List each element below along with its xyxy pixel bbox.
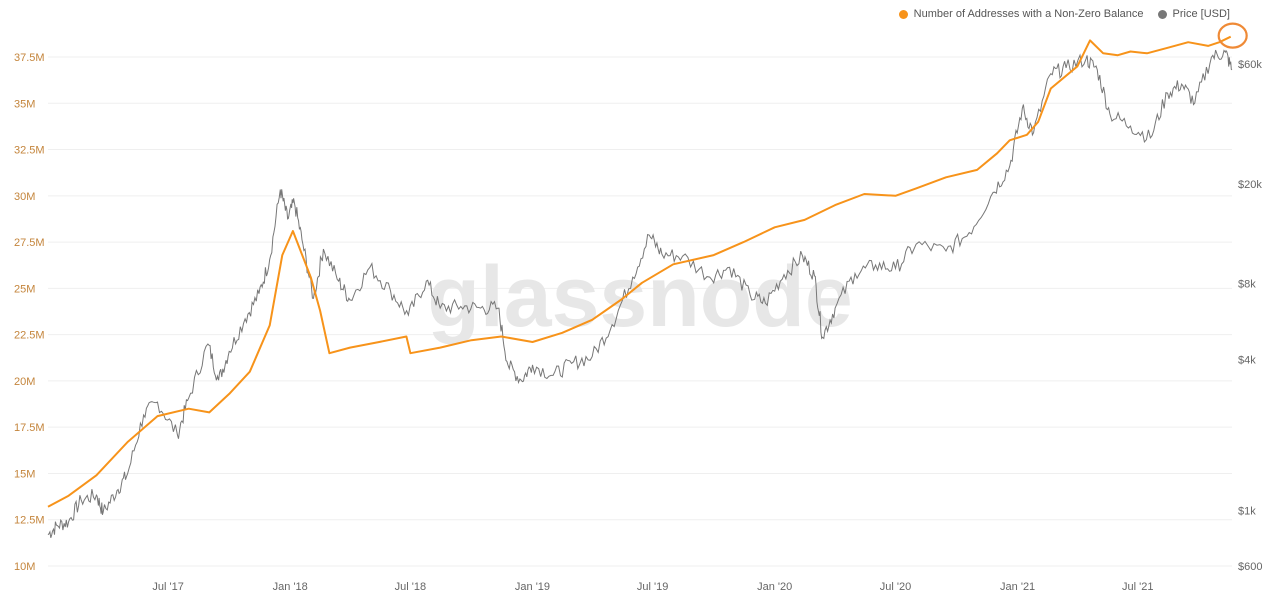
x-tick-label: Jan '18 (273, 581, 308, 593)
legend-label-addresses: Number of Addresses with a Non-Zero Bala… (913, 8, 1144, 20)
y-right-tick-label: $4k (1238, 354, 1256, 366)
y-left-tick-label: 22.5M (14, 330, 45, 342)
y-left-tick-label: 17.5M (14, 422, 45, 434)
legend-item-price[interactable]: Price [USD] (1157, 8, 1230, 20)
y-right-tick-label: $20k (1238, 179, 1262, 191)
legend-item-addresses[interactable]: Number of Addresses with a Non-Zero Bala… (898, 8, 1144, 20)
x-tick-label: Jul '19 (637, 581, 668, 593)
y-left-tick-label: 32.5M (14, 145, 45, 157)
x-tick-label: Jul '17 (152, 581, 183, 593)
y-left-tick-label: 35M (14, 98, 35, 110)
y-left-tick-label: 15M (14, 468, 35, 480)
series-addresses-line (47, 35, 1232, 508)
series-price-line (47, 49, 1233, 538)
y-right-tick-label: $8k (1238, 279, 1256, 291)
y-left-tick-label: 20M (14, 376, 35, 388)
y-left-tick-label: 25M (14, 283, 35, 295)
y-right-tick-label: $600 (1238, 561, 1262, 573)
y-left-tick-label: 10M (14, 561, 35, 573)
x-tick-label: Jul '21 (1122, 581, 1153, 593)
y-left-tick-label: 30M (14, 191, 35, 203)
legend: Number of Addresses with a Non-Zero Bala… (898, 8, 1230, 20)
legend-dot-price (1157, 9, 1167, 19)
legend-dot-addresses (898, 9, 908, 19)
legend-label-price: Price [USD] (1172, 8, 1230, 20)
y-left-tick-label: 12.5M (14, 515, 45, 527)
x-tick-label: Jan '20 (757, 581, 792, 593)
highlight-circle (1217, 22, 1248, 49)
x-tick-label: Jul '18 (395, 581, 426, 593)
x-tick-label: Jul '20 (880, 581, 911, 593)
x-tick-label: Jan '19 (515, 581, 550, 593)
y-left-tick-label: 37.5M (14, 52, 45, 64)
x-tick-label: Jan '21 (1000, 581, 1035, 593)
y-right-tick-label: $1k (1238, 505, 1256, 517)
y-right-tick-label: $60k (1238, 59, 1262, 71)
y-left-tick-label: 27.5M (14, 237, 45, 249)
